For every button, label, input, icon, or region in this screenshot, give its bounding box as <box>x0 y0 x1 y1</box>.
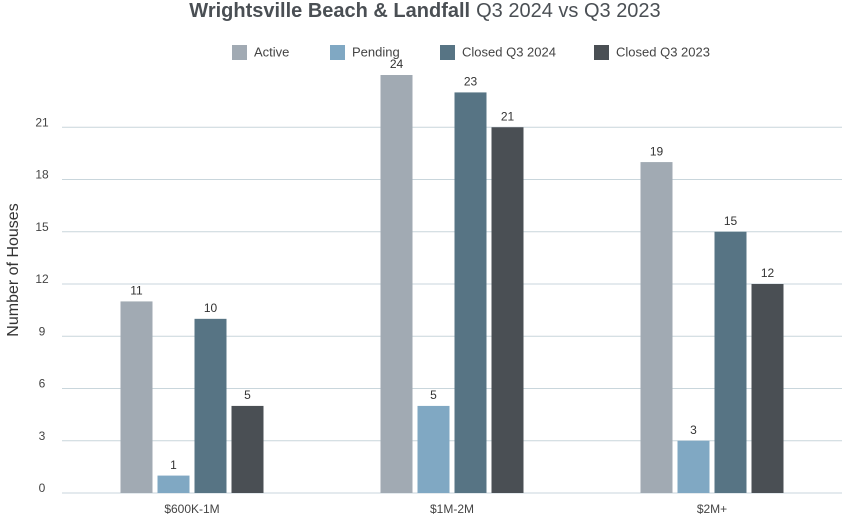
chart-title: Wrightsville Beach & Landfall Q3 2024 vs … <box>189 0 660 22</box>
title-sub: Q3 2024 vs Q3 2023 <box>476 0 661 22</box>
bar <box>677 440 710 493</box>
y-tick-label: 12 <box>35 272 49 286</box>
y-axis-label: Number of Houses <box>5 203 22 336</box>
value-label: 21 <box>501 109 515 123</box>
legend-label: Active <box>254 44 289 59</box>
value-label: 10 <box>204 301 218 315</box>
y-tick-label: 6 <box>39 377 46 391</box>
y-tick-label: 21 <box>35 115 49 129</box>
x-tick-label: $2M+ <box>697 502 727 516</box>
legend-swatch <box>440 45 455 60</box>
value-label: 24 <box>390 57 404 71</box>
value-label: 19 <box>650 144 664 158</box>
value-label: 5 <box>430 388 437 402</box>
bar <box>231 405 264 493</box>
y-tick-label: 18 <box>35 168 49 182</box>
y-tick-label: 9 <box>39 324 46 338</box>
x-tick-label: $600K-1M <box>164 502 219 516</box>
bar <box>194 318 227 493</box>
title-main: Wrightsville Beach & Landfall <box>189 0 470 22</box>
bar <box>120 301 153 493</box>
legend-swatch <box>594 45 609 60</box>
bar <box>417 405 450 493</box>
legend-swatch <box>330 45 345 60</box>
legend-swatch <box>232 45 247 60</box>
bar <box>157 475 190 493</box>
value-label: 23 <box>464 75 478 89</box>
value-label: 12 <box>761 266 775 280</box>
legend-label: Closed Q3 2024 <box>462 44 556 59</box>
value-label: 3 <box>690 423 697 437</box>
bar <box>491 127 524 493</box>
y-tick-label: 3 <box>39 429 46 443</box>
bar <box>454 92 487 494</box>
value-label: 11 <box>130 284 143 298</box>
bar <box>380 75 413 493</box>
bar <box>640 162 673 494</box>
y-tick-label: 0 <box>39 481 46 495</box>
legend-label: Pending <box>352 44 400 59</box>
x-tick-label: $1M-2M <box>430 502 474 516</box>
value-label: 5 <box>244 388 251 402</box>
legend-label: Closed Q3 2023 <box>616 44 710 59</box>
y-tick-label: 15 <box>35 220 49 234</box>
bar <box>714 231 747 493</box>
value-label: 1 <box>170 458 177 472</box>
bar <box>751 284 784 493</box>
value-label: 15 <box>724 214 738 228</box>
